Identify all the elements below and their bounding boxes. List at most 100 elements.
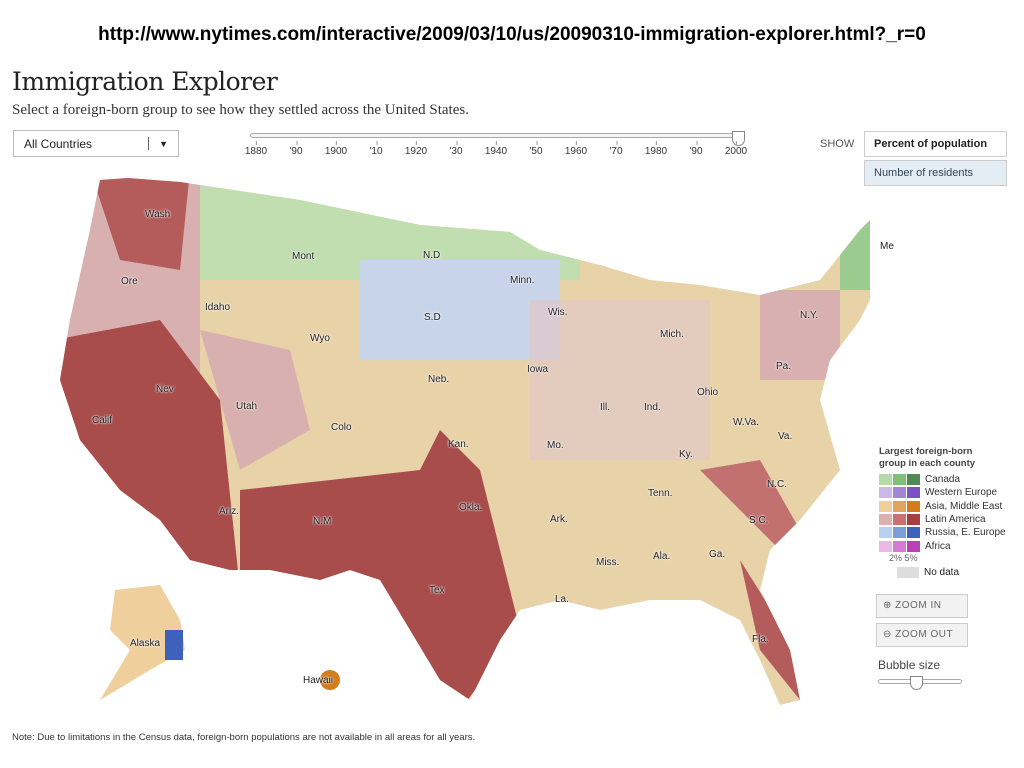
chevron-down-icon: ▼ bbox=[148, 137, 168, 150]
state-label: Iowa bbox=[527, 364, 549, 375]
state-label: Miss. bbox=[596, 557, 620, 568]
legend-swatch bbox=[907, 474, 920, 486]
year-tick[interactable]: '70 bbox=[609, 141, 623, 157]
zoom-out-icon: ⊖ bbox=[883, 629, 896, 640]
year-tick[interactable]: 1920 bbox=[404, 141, 428, 157]
state-label: Ky. bbox=[679, 449, 693, 460]
legend-item: Asia, Middle East bbox=[879, 500, 1006, 513]
legend-swatch bbox=[893, 514, 906, 526]
zoom-out-button[interactable]: ⊖ ZOOM OUT bbox=[876, 623, 968, 647]
year-tick[interactable]: '30 bbox=[449, 141, 463, 157]
legend-label: Africa bbox=[925, 540, 951, 552]
year-tick[interactable]: '90 bbox=[289, 141, 303, 157]
legend-swatch bbox=[893, 474, 906, 486]
legend-swatch bbox=[879, 540, 892, 552]
year-slider-thumb[interactable] bbox=[732, 131, 745, 146]
state-label: Idaho bbox=[205, 302, 231, 313]
state-label: Alaska bbox=[130, 638, 161, 649]
footnote: Note: Due to limitations in the Census d… bbox=[12, 732, 476, 743]
legend-label: Latin America bbox=[925, 514, 986, 526]
year-tick[interactable]: 1980 bbox=[644, 141, 668, 157]
us-map[interactable] bbox=[0, 170, 870, 720]
bubble-size-thumb[interactable] bbox=[909, 676, 923, 690]
year-tick[interactable]: 1940 bbox=[484, 141, 508, 157]
legend-item: Africa bbox=[879, 539, 1006, 552]
legend-title: Largest foreign-born group in each count… bbox=[879, 446, 976, 469]
state-label: Mich. bbox=[660, 329, 684, 340]
state-label: Pa. bbox=[776, 361, 792, 372]
state-label: Fla. bbox=[752, 634, 769, 645]
legend-label: Asia, Middle East bbox=[925, 500, 1003, 512]
state-label: Okla. bbox=[459, 502, 483, 513]
country-select[interactable]: All Countries ▼ bbox=[13, 130, 179, 157]
year-tick[interactable]: '50 bbox=[529, 141, 543, 157]
state-label: Ariz. bbox=[219, 506, 239, 517]
year-slider-track[interactable] bbox=[250, 133, 740, 138]
show-label: SHOW bbox=[820, 138, 855, 150]
state-label: N.C. bbox=[767, 479, 787, 490]
state-label: Ind. bbox=[644, 402, 661, 413]
legend-item: Western Europe bbox=[879, 486, 1006, 499]
state-label: Me bbox=[880, 241, 894, 252]
no-data-label: No data bbox=[924, 566, 960, 578]
legend-swatch bbox=[907, 540, 920, 552]
legend-swatch bbox=[907, 487, 920, 499]
year-tick[interactable]: 1960 bbox=[564, 141, 588, 157]
state-label: N.Y. bbox=[800, 310, 819, 321]
percent-of-population-button[interactable]: Percent of population bbox=[864, 131, 1007, 157]
state-label: Colo bbox=[331, 422, 352, 433]
number-of-residents-button[interactable]: Number of residents bbox=[864, 160, 1007, 186]
page-title: Immigration Explorer bbox=[12, 67, 278, 96]
country-select-value: All Countries bbox=[24, 137, 93, 151]
state-label: Hawaii bbox=[303, 675, 334, 686]
legend-swatch bbox=[879, 500, 892, 512]
legend: Largest foreign-born group in each count… bbox=[879, 446, 1006, 578]
state-label: Nev bbox=[156, 384, 174, 395]
state-label: Minn. bbox=[510, 275, 535, 286]
legend-label: Russia, E. Europe bbox=[925, 527, 1006, 539]
state-label: W.Va. bbox=[733, 417, 759, 428]
state-label: Ohio bbox=[697, 387, 719, 398]
state-label: Tenn. bbox=[648, 488, 673, 499]
state-label: Ore bbox=[121, 276, 138, 287]
legend-swatch bbox=[893, 527, 906, 539]
state-label: Ga. bbox=[709, 549, 726, 560]
zoom-in-icon: ⊕ bbox=[883, 600, 896, 611]
state-label: N.M bbox=[313, 516, 332, 527]
legend-swatch bbox=[907, 514, 920, 526]
year-tick[interactable]: '10 bbox=[369, 141, 383, 157]
legend-swatch bbox=[879, 514, 892, 526]
year-tick[interactable]: 1880 bbox=[244, 141, 268, 157]
legend-label: Western Europe bbox=[925, 487, 998, 499]
year-tick[interactable]: 2000 bbox=[724, 141, 748, 157]
page-url: http://www.nytimes.com/interactive/2009/… bbox=[98, 24, 926, 45]
page-subtitle: Select a foreign-born group to see how t… bbox=[12, 102, 469, 118]
legend-swatch bbox=[907, 527, 920, 539]
legend-swatch bbox=[893, 487, 906, 499]
state-label: Kan. bbox=[448, 439, 469, 450]
state-label: Calif bbox=[92, 415, 113, 426]
legend-swatch bbox=[879, 527, 892, 539]
legend-item: Latin America bbox=[879, 513, 1006, 526]
legend-label: Canada bbox=[925, 474, 961, 486]
state-label: Ala. bbox=[653, 551, 671, 562]
state-label: S.C. bbox=[749, 515, 769, 526]
state-label: Wash bbox=[145, 209, 171, 220]
state-label: Wyo bbox=[310, 333, 330, 344]
year-tick[interactable]: 1900 bbox=[324, 141, 348, 157]
state-label: Wis. bbox=[548, 307, 568, 318]
legend-item: Canada bbox=[879, 473, 1006, 486]
state-label: Ark. bbox=[550, 514, 568, 525]
state-label: Mont bbox=[292, 251, 315, 262]
zoom-in-button[interactable]: ⊕ ZOOM IN bbox=[876, 594, 968, 618]
state-label: Va. bbox=[778, 431, 793, 442]
legend-swatch bbox=[879, 474, 892, 486]
no-data-swatch bbox=[897, 566, 919, 578]
year-tick[interactable]: '90 bbox=[689, 141, 703, 157]
legend-scale: 2% 5% bbox=[889, 552, 918, 563]
legend-swatch bbox=[907, 500, 920, 512]
zoom-in-label: ZOOM IN bbox=[895, 600, 942, 611]
legend-swatch bbox=[893, 500, 906, 512]
legend-item: Russia, E. Europe bbox=[879, 526, 1006, 539]
state-label: Mo. bbox=[547, 440, 564, 451]
